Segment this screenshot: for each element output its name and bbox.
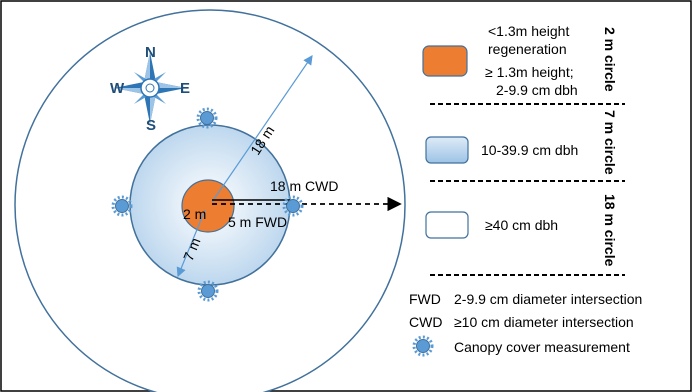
legend-small-trees-line2: 2-9.9 cm dbh — [496, 82, 578, 98]
legend-regen-line2: regeneration — [488, 41, 567, 57]
compass-n: N — [145, 44, 156, 61]
label-2m-circle: 2 m circle — [602, 27, 618, 92]
label-2m: 2 m — [183, 206, 206, 222]
label-7m-circle: 7 m circle — [602, 110, 618, 175]
compass-e: E — [180, 80, 190, 97]
compass-s: S — [146, 117, 156, 134]
legend-cwd-abbr: CWD — [409, 314, 442, 330]
legend-large-trees: ≥40 cm dbh — [485, 217, 558, 233]
compass-rose-icon: N S E W — [110, 44, 190, 134]
compass-w: W — [110, 80, 125, 97]
radius-18m-line — [211, 55, 313, 203]
label-18m-circle: 18 m circle — [602, 194, 618, 267]
swatch-light-blue — [425, 136, 469, 164]
legend-fwd-abbr: FWD — [409, 291, 441, 307]
label-cwd-transect: 18 m CWD — [270, 178, 338, 194]
radius-7m-line — [176, 209, 206, 278]
legend-regen-line1: <1.3m height — [488, 23, 569, 39]
swatch-orange — [422, 45, 468, 77]
label-fwd-transect: 5 m FWD — [228, 214, 287, 230]
legend-small-trees-line1: ≥ 1.3m height; — [485, 64, 574, 80]
legend-medium-trees: 10-39.9 cm dbh — [481, 142, 578, 158]
legend-fwd-desc: 2-9.9 cm diameter intersection — [454, 291, 642, 307]
legend-canopy-desc: Canopy cover measurement — [454, 339, 630, 355]
circle-2m — [181, 179, 235, 233]
swatch-white — [425, 211, 469, 239]
legend-cwd-desc: ≥10 cm diameter intersection — [454, 314, 634, 330]
